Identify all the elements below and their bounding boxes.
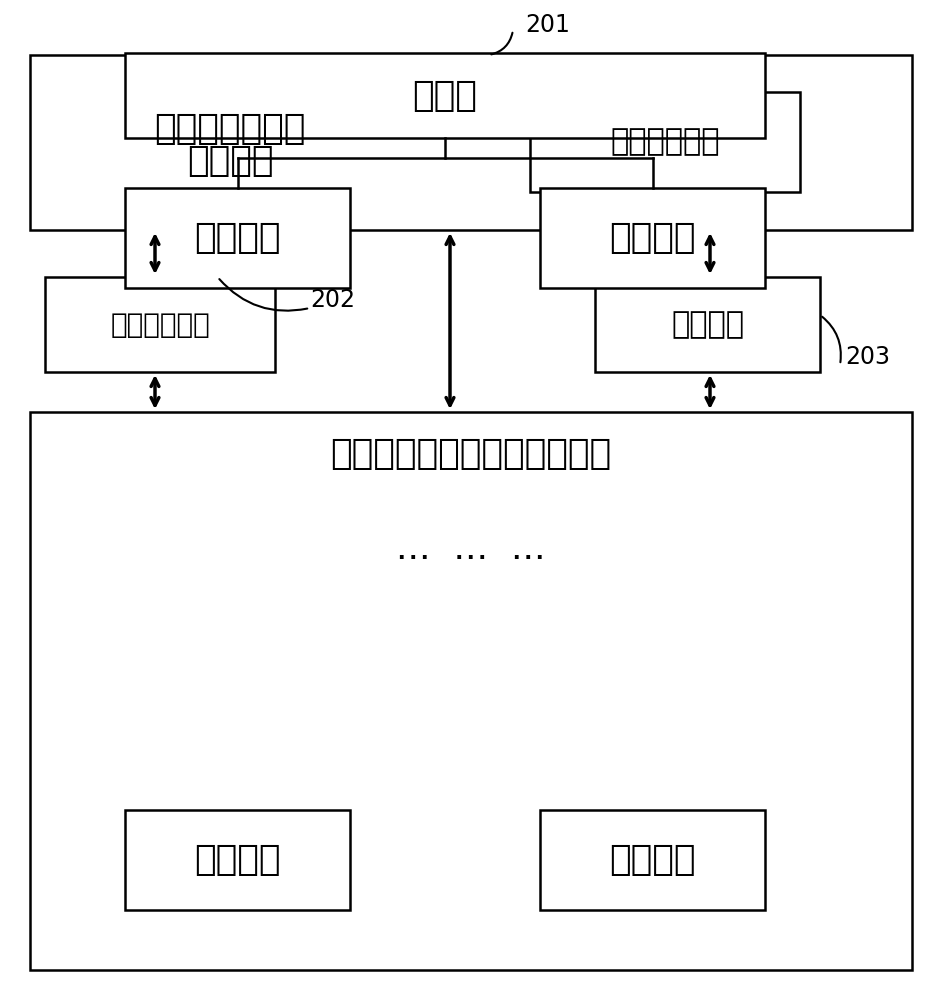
Bar xyxy=(30,55,912,230)
Bar xyxy=(30,412,912,970)
Bar xyxy=(125,53,765,138)
Text: 202: 202 xyxy=(310,288,355,312)
Bar xyxy=(540,188,765,288)
Text: 工作节点: 工作节点 xyxy=(194,843,281,877)
Text: 203: 203 xyxy=(845,345,890,369)
Text: 信息模块: 信息模块 xyxy=(187,144,273,178)
Bar xyxy=(595,277,820,372)
Text: 工作节点: 工作节点 xyxy=(609,221,696,255)
Bar xyxy=(540,810,765,910)
Text: 集中管理实体: 集中管理实体 xyxy=(610,127,720,156)
Bar xyxy=(125,810,350,910)
Bar xyxy=(530,92,800,192)
Text: 源节点: 源节点 xyxy=(413,79,478,112)
Bar xyxy=(125,188,350,288)
Text: 收集流应用路由: 收集流应用路由 xyxy=(154,112,306,146)
Text: 工作节点: 工作节点 xyxy=(609,843,696,877)
Text: 工作节点: 工作节点 xyxy=(194,221,281,255)
Text: 201: 201 xyxy=(525,13,570,37)
Bar xyxy=(45,277,275,372)
Text: 节点管理模块: 节点管理模块 xyxy=(110,310,210,338)
Text: 分布式流处理系统的容错系统: 分布式流处理系统的容错系统 xyxy=(331,437,611,471)
Text: 存储模块: 存储模块 xyxy=(671,310,744,339)
Text: ...  ...  ...: ... ... ... xyxy=(397,532,545,566)
